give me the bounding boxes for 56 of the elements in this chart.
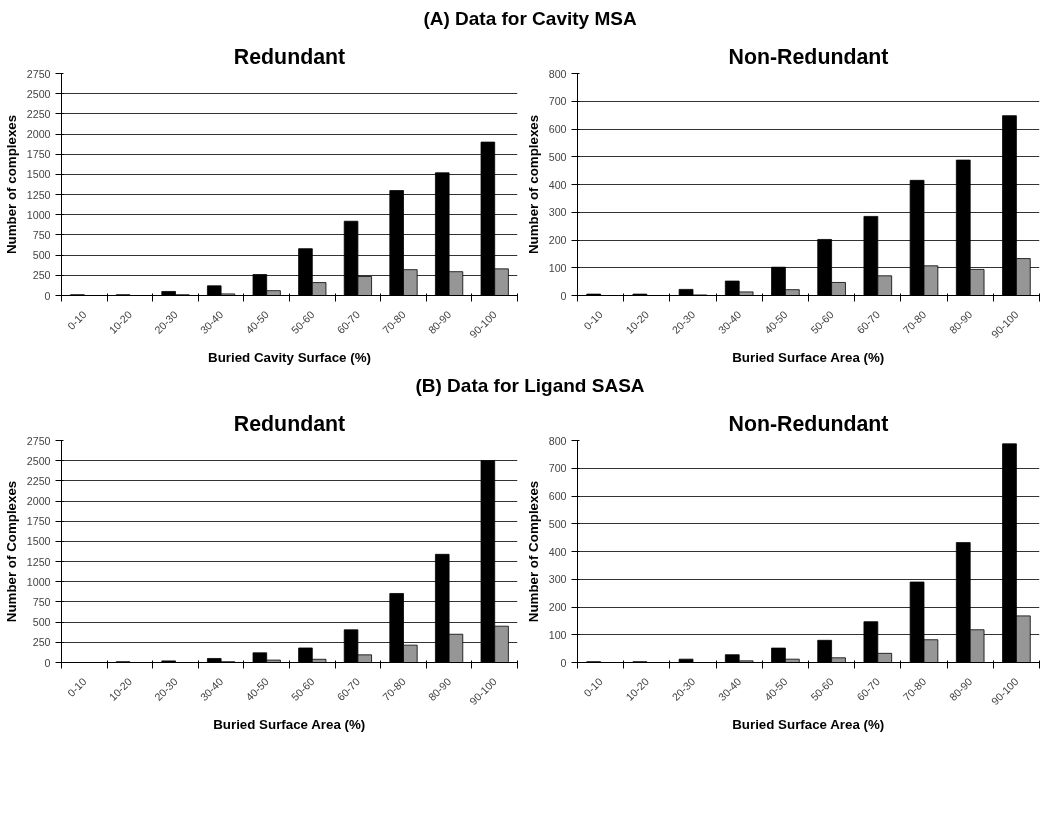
- y-tick-label: 700: [548, 462, 567, 475]
- x-axis-title: Buried Cavity Surface (%): [208, 349, 371, 365]
- y-tick-label: 0: [44, 656, 51, 669]
- y-tick-label: 800: [548, 434, 567, 447]
- y-tick-label: 250: [32, 269, 51, 282]
- y-tick-label: 0: [560, 656, 567, 669]
- y-tick-label: 300: [548, 206, 567, 219]
- y-tick-label: 2500: [26, 87, 51, 100]
- y-tick-label: 1750: [26, 515, 51, 528]
- chart-title: Redundant: [233, 411, 346, 436]
- y-tick-label: 2000: [26, 128, 51, 141]
- y-tick-label: 800: [548, 67, 567, 80]
- y-axis-title: Number of Complexes: [3, 481, 19, 623]
- text: (A) Data for Cavity MSA: [423, 7, 637, 31]
- y-tick-label: 1000: [26, 576, 51, 589]
- y-tick-label: 1750: [26, 148, 51, 161]
- y-tick-label: 500: [548, 518, 567, 531]
- y-tick-label: 2250: [26, 475, 51, 488]
- y-tick-label: 1250: [26, 188, 51, 201]
- y-tick-label: 1250: [26, 555, 51, 568]
- chart-title: Non-Redundant: [728, 44, 889, 69]
- y-tick-label: 600: [548, 123, 567, 136]
- y-tick-label: 400: [548, 178, 567, 191]
- y-tick-label: 0: [560, 289, 567, 302]
- y-tick-label: 2250: [26, 108, 51, 120]
- y-axis-title: Number of Complexes: [525, 481, 541, 623]
- x-axis-title: Buried Surface Area (%): [732, 716, 885, 732]
- y-tick-label: 500: [32, 616, 51, 629]
- y-tick-label: 2000: [26, 495, 51, 508]
- y-tick-label: 750: [32, 229, 51, 242]
- y-tick-label: 2750: [26, 434, 51, 447]
- y-tick-label: 500: [32, 249, 51, 262]
- y-tick-label: 100: [548, 261, 567, 274]
- y-tick-label: 200: [548, 601, 567, 614]
- y-tick-label: 600: [548, 490, 567, 503]
- y-tick-label: 2750: [26, 67, 51, 80]
- y-tick-label: 1500: [26, 168, 51, 181]
- y-tick-label: 500: [548, 150, 567, 163]
- x-axis-title: Buried Surface Area (%): [732, 349, 885, 365]
- y-axis-title: Number of complexes: [525, 115, 541, 255]
- chart-title: Non-Redundant: [728, 411, 889, 436]
- y-tick-label: 250: [32, 636, 51, 649]
- y-tick-label: 300: [548, 573, 567, 586]
- y-tick-label: 2500: [26, 454, 51, 467]
- x-axis-title: Buried Surface Area (%): [213, 716, 366, 732]
- y-tick-label: 750: [32, 596, 51, 609]
- y-tick-label: 0: [44, 289, 51, 302]
- y-tick-label: 400: [548, 545, 567, 558]
- y-axis-title: Number of complexes: [3, 115, 19, 255]
- y-tick-label: 200: [548, 234, 567, 247]
- y-tick-label: 1000: [26, 208, 51, 221]
- y-tick-label: 700: [548, 95, 567, 108]
- text: (B) Data for Ligand SASA: [415, 374, 645, 399]
- chart-title: Redundant: [233, 44, 346, 69]
- y-tick-label: 1500: [26, 535, 51, 548]
- y-tick-label: 100: [548, 629, 567, 642]
